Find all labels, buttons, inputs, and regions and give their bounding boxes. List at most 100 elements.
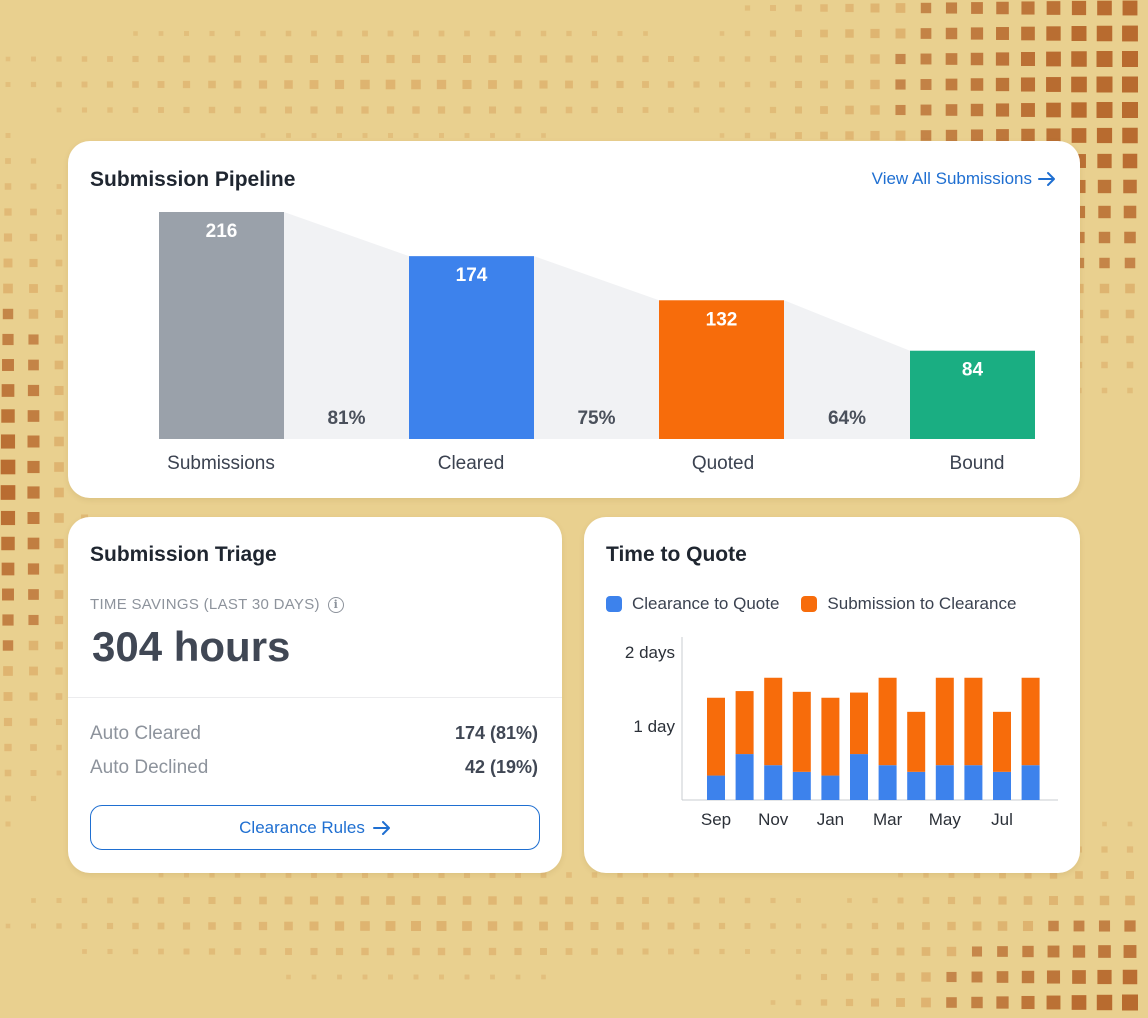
submission-triage-card: Submission Triage TIME SAVINGS (LAST 30 … [68,517,562,873]
auto-declined-row: Auto Declined 42 (19%) [90,757,538,779]
bg-dot [897,897,904,904]
bg-dot [1126,361,1134,369]
bg-dot [233,922,242,930]
bg-dot [820,4,828,12]
bg-dot [795,999,802,1006]
bg-dot [5,158,11,164]
bg-dot [540,948,547,955]
bg-dot [820,973,828,981]
bg-dot [1047,945,1060,958]
bg-dot [514,55,522,63]
bg-dot [29,692,38,701]
bg-dot [970,103,984,117]
bg-dot [310,106,318,114]
bg-dot [870,79,880,90]
bg-dot [258,80,268,89]
bg-dot [1071,76,1087,93]
bg-dot [309,896,319,905]
bg-dot [54,411,64,421]
bg-dot [208,948,216,955]
bg-dot [769,81,777,88]
bg-dot [158,872,164,878]
bg-dot [439,133,444,138]
bg-dot [1071,102,1087,118]
bg-dot [260,133,266,138]
bg-dot [132,922,139,930]
bg-dot [565,896,573,905]
bg-dot [5,821,11,827]
bg-dot [30,81,37,88]
conversion-rate-label: 75% [577,408,615,429]
bg-dot [693,56,700,62]
bg-dot [539,80,548,89]
bg-dot [1022,920,1034,932]
bg-dot [436,79,447,90]
time-to-quote-title: Time to Quote [606,543,747,566]
bg-dot [335,106,344,114]
bg-dot [487,921,498,931]
conversion-rate-label: 81% [327,408,365,429]
bg-dot [157,922,165,930]
bg-dot [995,103,1010,117]
bg-dot [56,923,62,929]
bg-dot [795,923,802,929]
bg-dot [945,78,958,91]
bg-dot [488,106,497,114]
bg-dot [386,106,395,114]
bg-dot [1046,51,1061,67]
bg-dot [973,896,981,905]
info-icon[interactable]: i [327,596,344,613]
bg-dot [439,974,444,980]
stage-label-bound: Bound [949,453,1005,474]
bg-dot [209,872,215,878]
bg-dot [1049,871,1058,879]
bg-dot [157,55,165,63]
bg-dot [1125,309,1135,319]
bg-dot [234,948,241,955]
stage-label-cleared: Cleared [437,453,505,474]
bg-dot [464,133,470,138]
bg-dot [1126,335,1134,344]
bg-dot [0,485,16,500]
bg-dot [996,1,1009,15]
bg-dot [337,133,342,138]
bg-dot [515,133,521,138]
bg-dot [55,234,63,241]
bg-dot [895,28,906,39]
bg-dot [158,107,164,113]
bg-dot [1126,871,1134,879]
bg-dot [55,718,63,726]
bar-submission-to-clearance [907,711,926,772]
clearance-rules-button[interactable]: Clearance Rules [90,805,540,850]
bg-dot [1101,361,1108,369]
bg-dot [845,80,854,89]
bg-dot [667,897,675,904]
bg-dot [260,30,266,37]
pipeline-bar-value: 132 [706,309,738,330]
bg-dot [616,948,624,955]
bg-dot [335,896,344,905]
bg-dot [1071,128,1087,143]
funnel-connector [534,256,659,439]
bg-dot [971,946,983,957]
bg-dot [233,55,242,63]
bg-dot [795,4,802,12]
bg-dot [1071,51,1087,67]
bg-dot [234,106,241,114]
bg-dot [693,897,700,904]
bg-dot [1074,895,1084,906]
bg-dot [540,30,547,37]
bg-dot [667,81,675,88]
bg-dot [719,56,725,62]
stage-label-quoted: Quoted [691,453,755,474]
bg-dot [360,896,370,905]
bg-dot [286,133,291,138]
bar-submission-to-clearance [1021,677,1040,766]
bg-dot [794,106,803,114]
view-all-submissions-link[interactable]: View All Submissions [872,169,1056,189]
bg-dot [360,79,370,90]
bg-dot [995,77,1010,92]
bg-dot [1099,895,1110,906]
bg-dot [946,997,957,1008]
bg-dot [385,921,396,931]
